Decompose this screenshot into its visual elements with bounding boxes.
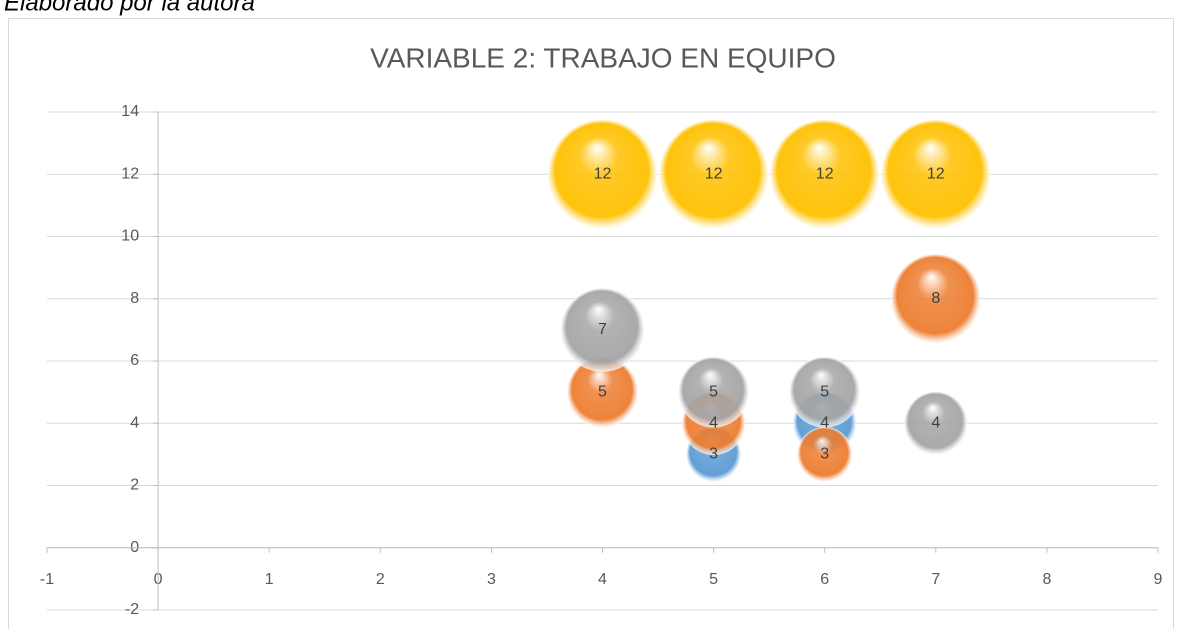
bubble — [547, 119, 658, 230]
data-label: 5 — [598, 383, 607, 400]
y-tick-label: 8 — [130, 290, 139, 307]
data-label: 3 — [820, 446, 829, 463]
data-label: 4 — [931, 414, 940, 431]
x-tick-label: 2 — [376, 571, 385, 588]
data-label: 8 — [931, 290, 940, 307]
bubble — [797, 426, 853, 482]
x-tick-label: 5 — [709, 571, 718, 588]
bubble — [769, 119, 880, 230]
bubble — [678, 356, 750, 428]
data-label: 12 — [816, 165, 834, 182]
data-label: 5 — [709, 383, 718, 400]
data-label: 12 — [594, 165, 612, 182]
bubble — [560, 287, 645, 372]
y-tick-label: 2 — [130, 477, 139, 494]
y-tick-label: 10 — [121, 228, 139, 245]
x-tick-label: 7 — [931, 571, 940, 588]
bubble — [890, 253, 981, 344]
y-tick-label: 6 — [130, 352, 139, 369]
y-tick-label: 14 — [121, 103, 139, 120]
chart-title: VARIABLE 2: TRABAJO EN EQUIPO — [370, 42, 836, 73]
bubble — [880, 119, 991, 230]
x-tick-label: 8 — [1042, 571, 1051, 588]
data-label: 3 — [709, 446, 718, 463]
caption: Elaborado por la autora — [4, 0, 255, 16]
data-label: 5 — [820, 383, 829, 400]
y-tick-label: 4 — [130, 414, 139, 431]
bubble — [789, 356, 861, 428]
x-tick-label: 6 — [820, 571, 829, 588]
y-tick-label: 12 — [121, 165, 139, 182]
bubble — [904, 391, 968, 456]
x-tick-label: 1 — [265, 571, 274, 588]
data-label: 4 — [709, 414, 718, 431]
x-tick-label: 3 — [487, 571, 496, 588]
data-label: 4 — [820, 414, 829, 431]
y-tick-label: -2 — [125, 601, 139, 618]
data-label: 7 — [598, 321, 607, 338]
x-tick-label: 9 — [1154, 571, 1163, 588]
data-label: 12 — [927, 165, 945, 182]
x-tick-label: 4 — [598, 571, 607, 588]
data-label: 12 — [705, 165, 723, 182]
bubble — [566, 356, 639, 428]
bubble — [658, 119, 769, 230]
x-tick-label: -1 — [40, 571, 54, 588]
